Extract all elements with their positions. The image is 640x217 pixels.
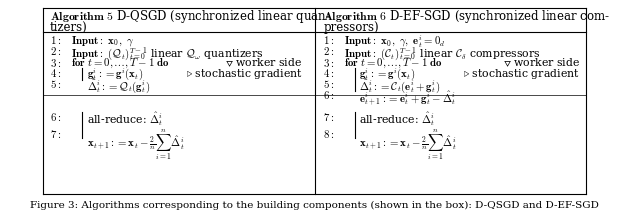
Text: $2:$: $2:$ [323,45,335,57]
Text: $2:$: $2:$ [50,45,61,57]
Text: $3:$: $3:$ [50,57,61,69]
Text: $\triangledown$ worker side: $\triangledown$ worker side [502,57,580,69]
Text: $8:$: $8:$ [323,128,335,140]
Text: $6:$: $6:$ [50,111,61,123]
Text: $\mathbf{g}_t^i := \mathbf{g}^i(\mathbf{x}_t)$: $\mathbf{g}_t^i := \mathbf{g}^i(\mathbf{… [86,67,143,83]
Text: $\triangleright$ stochastic gradient: $\triangleright$ stochastic gradient [463,67,580,81]
Text: $4:$: $4:$ [50,67,61,79]
Text: $\mathbf{e}_{t+1}^i := \mathbf{e}_t^i + \mathbf{g}_t^i - \hat{\Delta}_t^i$: $\mathbf{e}_{t+1}^i := \mathbf{e}_t^i + … [359,89,456,107]
Text: $5:$: $5:$ [323,78,335,90]
Text: $\hat{\Delta}_t^i := \mathcal{C}_t(\mathbf{e}_t^i + \mathbf{g}_t^i)$: $\hat{\Delta}_t^i := \mathcal{C}_t(\math… [359,78,440,95]
Text: $7:$: $7:$ [50,128,61,140]
Text: $\mathbf{Input:}\ (\mathcal{C}_t)_{t=0}^{T-1}$ linear $\mathcal{C}_\delta$ compr: $\mathbf{Input:}\ (\mathcal{C}_t)_{t=0}^… [344,45,540,62]
Text: $\mathbf{Algorithm\ 5}$ D-QSGD (synchronized linear quan-: $\mathbf{Algorithm\ 5}$ D-QSGD (synchron… [50,8,331,25]
Text: $5:$: $5:$ [50,78,61,90]
Text: $\mathbf{x}_{t+1} := \mathbf{x}_t - \frac{2}{n}\sum_{i=1}^n \hat{\Delta}_t^i$: $\mathbf{x}_{t+1} := \mathbf{x}_t - \fra… [359,128,457,162]
Text: $\mathbf{g}_t^i := \mathbf{g}^i(\mathbf{x}_t)$: $\mathbf{g}_t^i := \mathbf{g}^i(\mathbf{… [359,67,416,83]
Text: $\triangleright$ stochastic gradient: $\triangleright$ stochastic gradient [186,67,303,81]
Text: $\triangledown$ worker side: $\triangledown$ worker side [225,57,303,69]
Text: $4:$: $4:$ [323,67,335,79]
Text: $6:$: $6:$ [323,89,335,101]
Text: $3:$: $3:$ [323,57,335,69]
Text: $\mathbf{Input:}\ \mathbf{x}_0,\ \gamma,\ \mathbf{e}_t^i = \mathbf{0}_d$: $\mathbf{Input:}\ \mathbf{x}_0,\ \gamma,… [344,34,445,50]
Text: $\mathbf{for}\ t=0,\ldots,T-1\ \mathbf{do}$: $\mathbf{for}\ t=0,\ldots,T-1\ \mathbf{d… [344,57,443,70]
Text: all-reduce: $\hat{\Delta}_t^i$: all-reduce: $\hat{\Delta}_t^i$ [359,111,436,128]
Text: $\mathbf{Algorithm\ 6}$ D-EF-SGD (synchronized linear com-: $\mathbf{Algorithm\ 6}$ D-EF-SGD (synchr… [323,8,611,25]
Text: Figure 3: Algorithms corresponding to the building components (shown in the box): Figure 3: Algorithms corresponding to th… [31,201,600,210]
Text: pressors): pressors) [323,21,379,34]
Text: $7:$: $7:$ [323,111,335,123]
Text: $\mathbf{Input:}\ (\mathcal{Q}_t)_{t=0}^{T-1}$ linear $\mathcal{Q}_\omega$ quant: $\mathbf{Input:}\ (\mathcal{Q}_t)_{t=0}^… [71,45,264,62]
Text: $\mathbf{for}\ t=0,\ldots,T-1\ \mathbf{do}$: $\mathbf{for}\ t=0,\ldots,T-1\ \mathbf{d… [71,57,170,70]
Text: $1:$: $1:$ [50,34,61,46]
Text: tizers): tizers) [50,21,88,34]
Text: $\mathbf{Input:}\ \mathbf{x}_0,\ \gamma$: $\mathbf{Input:}\ \mathbf{x}_0,\ \gamma$ [71,34,134,48]
Text: all-reduce: $\hat{\Delta}_t^i$: all-reduce: $\hat{\Delta}_t^i$ [86,111,163,128]
Text: $\hat{\Delta}_t^i := \mathcal{Q}_t(\mathbf{g}_t^i)$: $\hat{\Delta}_t^i := \mathcal{Q}_t(\math… [86,78,150,95]
Text: $1:$: $1:$ [323,34,335,46]
Text: $\mathbf{x}_{t+1} := \mathbf{x}_t - \frac{2}{n}\sum_{i=1}^n \hat{\Delta}_t^i$: $\mathbf{x}_{t+1} := \mathbf{x}_t - \fra… [86,128,184,162]
